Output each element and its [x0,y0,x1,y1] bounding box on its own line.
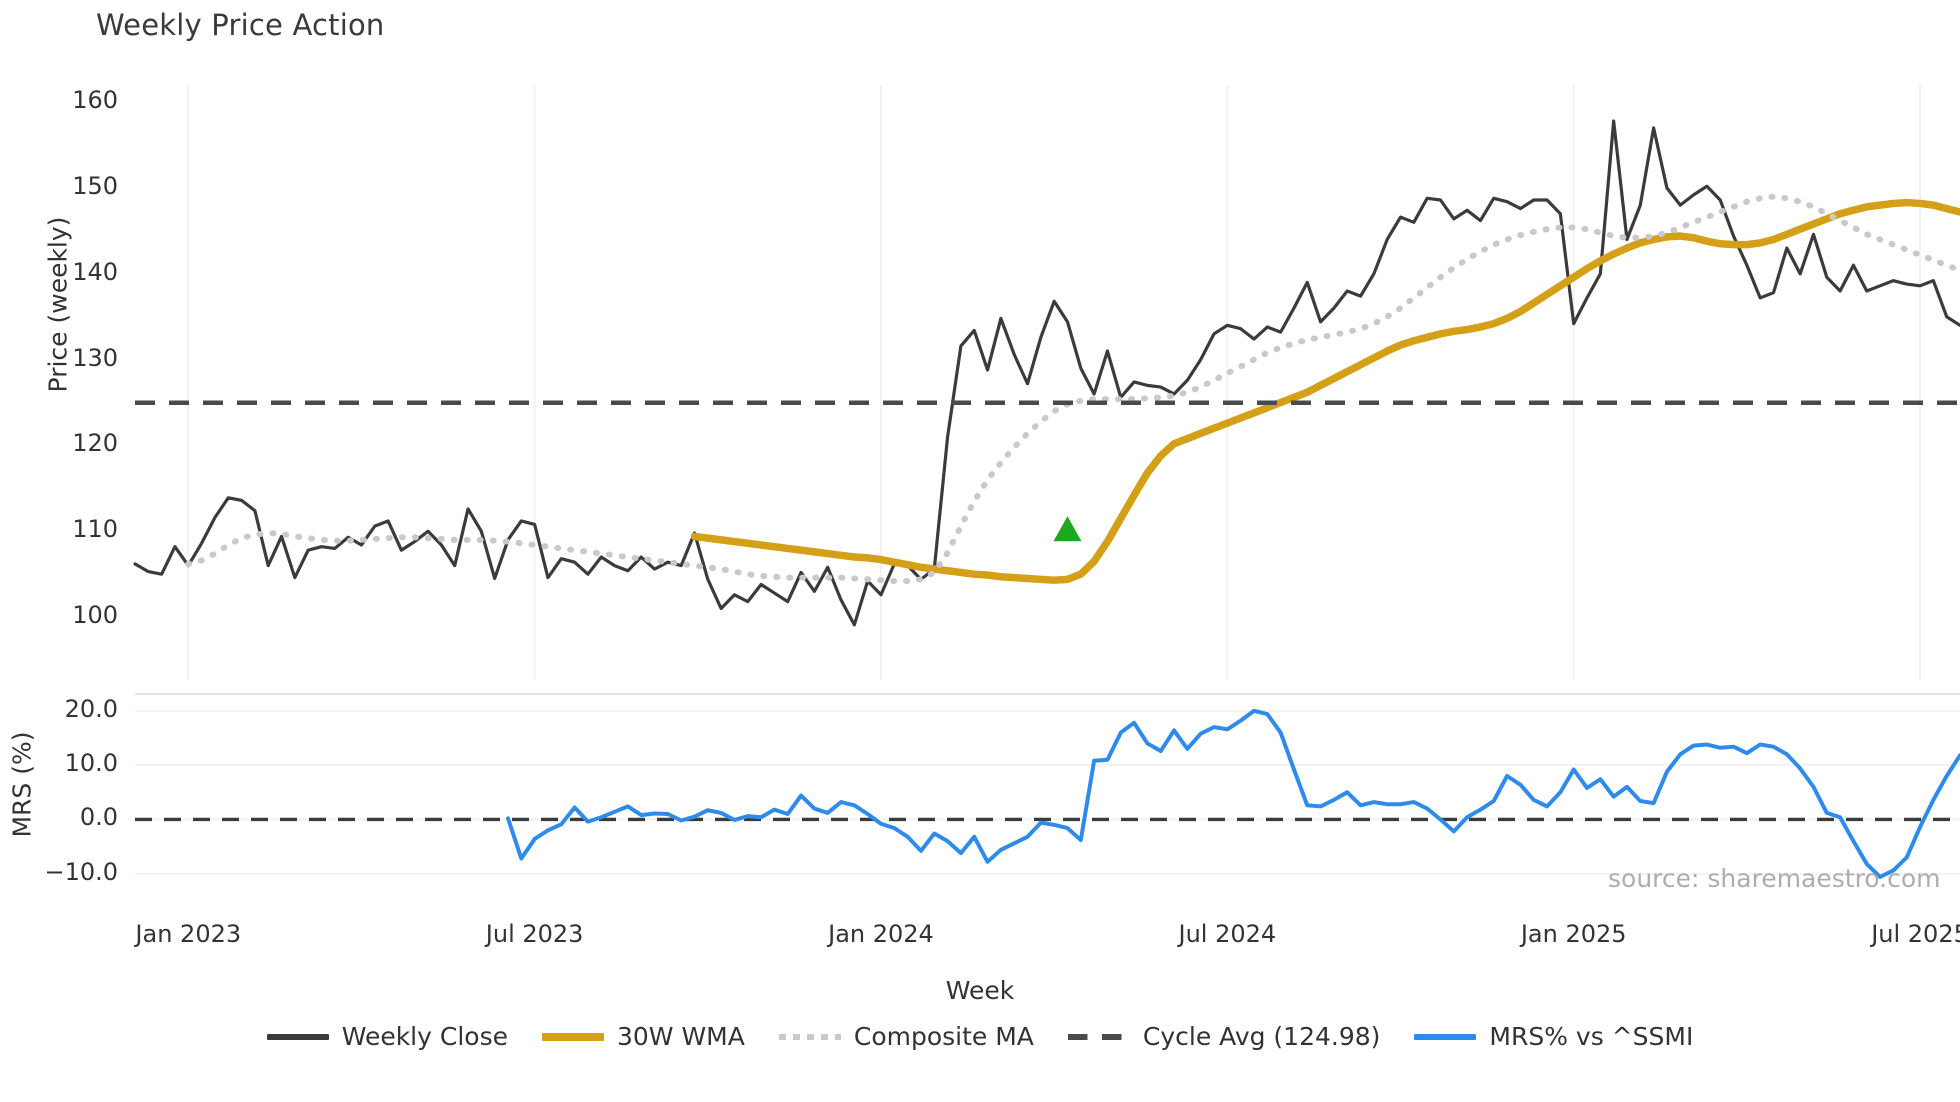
series-mrs-pct [505,708,1960,879]
legend-label: Composite MA [853,1022,1034,1051]
legend-swatch-icon [266,1027,329,1047]
mrs-ytick-0.0: 0.0 [79,803,118,832]
legend-item-30w-wma[interactable]: 30W WMA [541,1022,745,1051]
mrs-ytick-neg10.0: −10.0 [44,857,118,886]
legend-label: MRS% vs ^SSMI [1489,1022,1694,1051]
xtick-jul-2025: Jul 2025 [1871,920,1960,948]
series-30w-wma [690,198,1960,584]
signal-marker-group [1053,516,1082,542]
price-ytick-140: 140 [72,257,118,286]
price-ytick-100: 100 [72,601,118,630]
legend-item-composite-ma[interactable]: Composite MA [778,1022,1034,1051]
xtick-jul-2024: Jul 2024 [1178,920,1277,948]
price-ytick-130: 130 [72,343,118,372]
legend-label: Weekly Close [341,1022,508,1051]
legend-label: Cycle Avg (124.98) [1142,1022,1381,1051]
x-axis-label: Week [945,976,1015,1005]
legend-swatch-icon [778,1027,841,1047]
price-ytick-120: 120 [72,429,118,458]
xtick-jan-2024: Jan 2024 [828,920,934,948]
mrs-ytick-10.0: 10.0 [64,749,118,778]
legend-item-cycle-avg-124-98[interactable]: Cycle Avg (124.98) [1067,1022,1381,1051]
price-gridlines [187,85,1922,680]
mrs-series-group [505,708,1960,879]
series-weekly-close [133,119,1960,627]
price-series-group [133,119,1960,627]
mrs-ytick-20.0: 20.0 [64,694,118,723]
price-ytick-150: 150 [72,171,118,200]
xtick-jul-2023: Jul 2023 [485,920,584,948]
chart-legend: Weekly Close 30W WMA Composite MA Cycle Avg… [0,1022,1960,1051]
legend-swatch-icon [1067,1027,1130,1047]
mrs-gridlines [135,693,1960,875]
legend-item-mrs-vs-ssmi[interactable]: MRS% vs ^SSMI [1414,1022,1693,1051]
price-ytick-160: 160 [72,86,118,115]
legend-item-weekly-close[interactable]: Weekly Close [266,1022,508,1051]
xtick-jan-2025: Jan 2025 [1520,920,1627,948]
buy-signal-triangle-marker [1053,516,1082,542]
xtick-jan-2023: Jan 2023 [135,920,242,948]
price-ytick-110: 110 [72,515,118,544]
legend-label: 30W WMA [616,1022,745,1051]
legend-swatch-icon [1414,1027,1477,1047]
series-composite-ma [185,193,1960,585]
chart-title: Weekly Price Action [96,8,385,42]
legend-swatch-icon [541,1027,604,1047]
source-watermark: source: sharemaestro.com [1608,864,1941,893]
